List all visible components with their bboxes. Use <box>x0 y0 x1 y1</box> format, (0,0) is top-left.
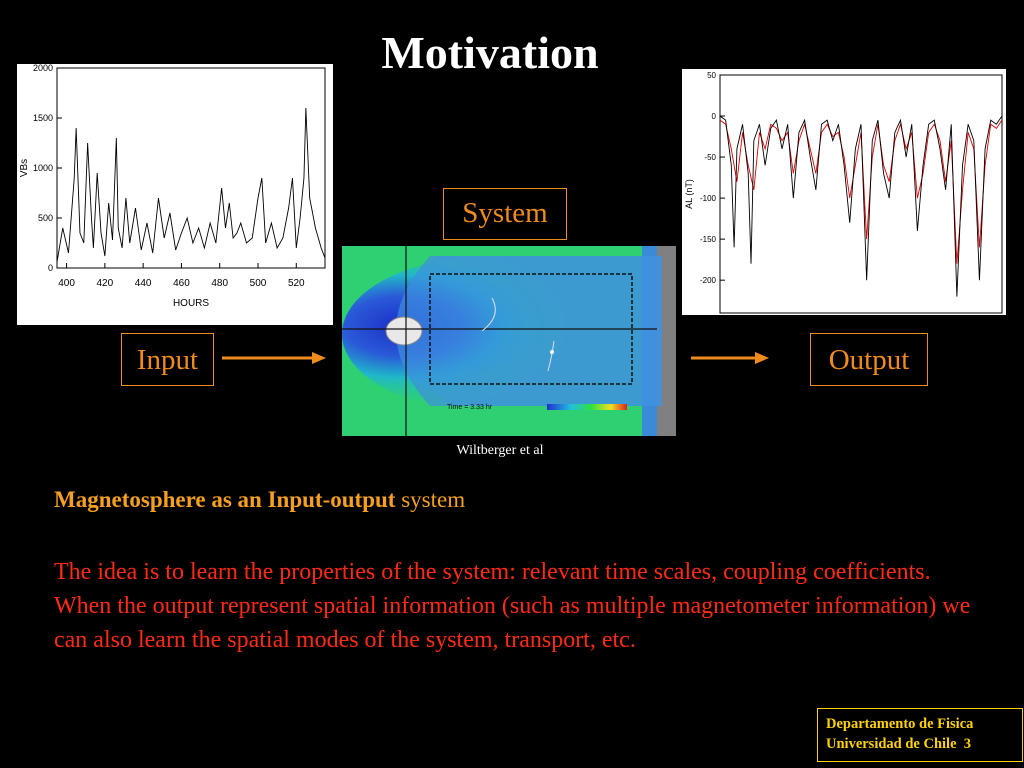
heading-bold: Magnetosphere as an Input-output <box>54 487 396 512</box>
y-tick-label: 0 <box>48 263 53 273</box>
system-label: System <box>462 197 548 229</box>
y-axis-label: VBs <box>19 159 30 177</box>
series-line <box>56 107 326 263</box>
image-credit: Wiltberger et al <box>456 443 544 458</box>
al-chart: 50 0 -50 -100 -150 -200 AL (nT) <box>682 69 1006 315</box>
x-tick-label: 520 <box>288 278 305 289</box>
system-box: System <box>443 188 567 240</box>
magnetosphere-simulation-image: Time = 3.33 hr <box>342 246 676 436</box>
y-tick-label: 50 <box>707 71 716 80</box>
x-axis-label: HOURS <box>173 298 209 309</box>
plot-frame <box>719 74 1003 314</box>
footer-box: Departamento de Fisica Universidad de Ch… <box>817 708 1023 762</box>
input-arrow-icon <box>222 352 326 364</box>
page-title: Motivation <box>381 27 599 78</box>
y-tick-label: -150 <box>700 235 717 244</box>
y-tick-label: 0 <box>712 112 717 121</box>
x-tick-label: 460 <box>173 278 190 289</box>
y-tick-label: 1500 <box>33 113 53 123</box>
footer-department: Departamento de Fisica <box>826 716 974 732</box>
y-axis-label: AL (nT) <box>684 179 694 209</box>
body-paragraph: The idea is to learn the properties of t… <box>54 559 971 653</box>
heading-rest: system <box>395 487 466 512</box>
y-tick-label: 2000 <box>33 64 53 73</box>
simulation-time-label: Time = 3.33 hr <box>447 404 493 411</box>
x-tick-label: 500 <box>250 278 267 289</box>
vbs-chart: 400 420 440 460 480 500 520 0 500 1000 1500 2000 HOU… <box>17 64 333 325</box>
y-tick-label: -100 <box>700 194 717 203</box>
x-tick-label: 420 <box>97 278 114 289</box>
series-line <box>719 115 1003 297</box>
section-heading: Magnetosphere as an Input-output system <box>54 487 465 513</box>
y-tick-label: -50 <box>704 153 716 162</box>
x-tick-label: 440 <box>135 278 152 289</box>
x-tick-label: 480 <box>211 278 228 289</box>
input-label: Input <box>136 344 199 376</box>
output-arrow-icon <box>691 352 769 364</box>
footer-university: Universidad de Chile <box>826 736 957 752</box>
output-box: Output <box>810 333 928 386</box>
x-tick-label: 400 <box>58 278 75 289</box>
y-tick-label: 1000 <box>33 163 53 173</box>
y-tick-label: 500 <box>38 213 53 223</box>
page-number: 3 <box>963 736 972 752</box>
footer-university-line: Universidad de Chile 3 <box>826 734 1014 754</box>
y-tick-label: -200 <box>700 276 717 285</box>
input-box: Input <box>121 333 214 386</box>
output-label: Output <box>828 344 910 376</box>
